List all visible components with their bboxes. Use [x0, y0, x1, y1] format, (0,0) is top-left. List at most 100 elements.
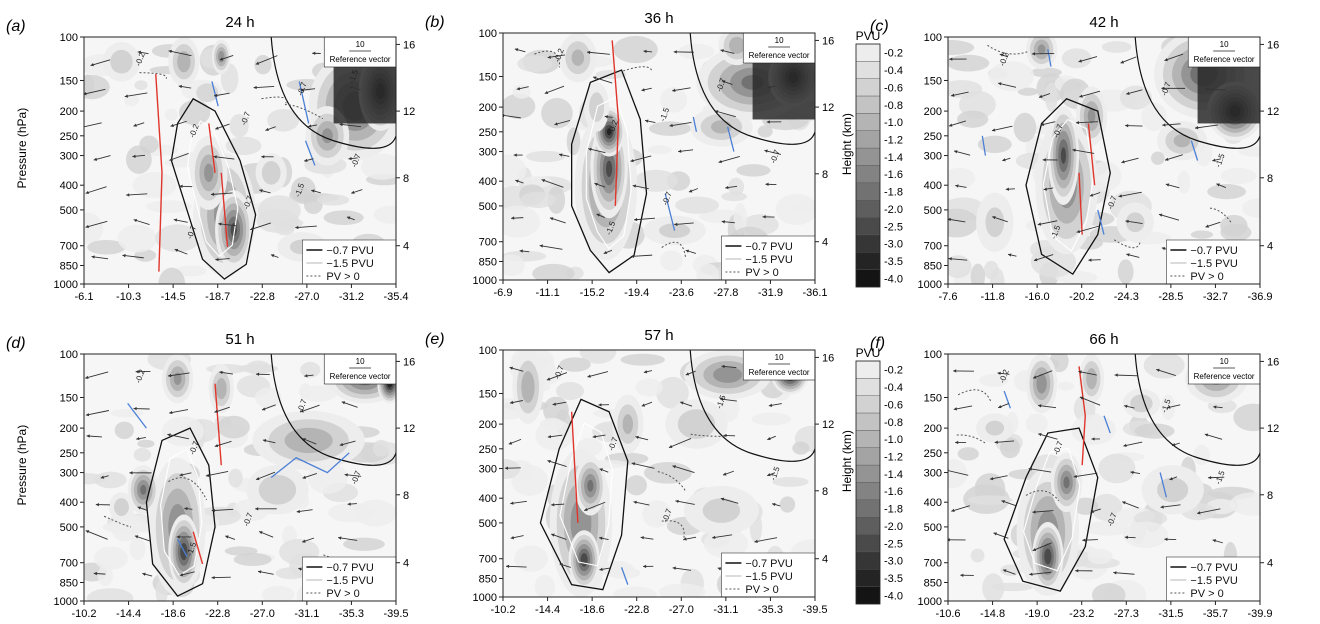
- wind-vector: [1079, 396, 1101, 406]
- panel-label: (e): [425, 331, 445, 348]
- pv-shading-speckle: [620, 353, 665, 366]
- heating-contour: [611, 40, 620, 206]
- pv-shading-speckle: [1123, 521, 1169, 548]
- colorbar-swatch: [855, 569, 881, 587]
- y2-tick-label: 12: [822, 419, 834, 431]
- wind-vector: [506, 565, 527, 568]
- wind-vector: [211, 192, 233, 195]
- wind-vector-head: [603, 250, 608, 254]
- colorbar-label: -3.5: [884, 256, 903, 268]
- pv-shading-speckle: [84, 473, 106, 485]
- x-tick-label: -6.1: [75, 291, 94, 303]
- y2-tick-label: 16: [1267, 356, 1279, 368]
- wind-vector-head: [1008, 253, 1012, 257]
- wind-vector: [1038, 433, 1058, 440]
- wind-vector-head: [513, 153, 517, 157]
- cooling-contour: [270, 452, 350, 479]
- wind-vector: [85, 530, 108, 540]
- cooling-contour: [127, 403, 147, 429]
- contour-0.7-pvu: [1003, 427, 1099, 592]
- wind-vector: [1078, 56, 1098, 63]
- wind-vector: [631, 462, 655, 469]
- wind-vector-head: [304, 158, 308, 162]
- pv-shading-speckle: [1233, 403, 1260, 432]
- heating-contour: [570, 411, 579, 523]
- cooling-contour: [1190, 140, 1199, 161]
- wind-vector-head: [214, 443, 219, 448]
- wind-vector: [714, 110, 736, 118]
- pv-shading-speckle: [217, 415, 250, 439]
- wind-vector-head: [184, 507, 188, 511]
- y-tick-label: 400: [479, 176, 497, 188]
- panel-label: (a): [6, 18, 26, 35]
- wind-vector-head: [296, 509, 300, 514]
- wind-vector-head: [211, 192, 215, 196]
- cooling-contour: [211, 81, 219, 107]
- wind-vector-head: [592, 434, 596, 439]
- wind-vector-head: [772, 502, 776, 507]
- y2-tick-label: 12: [1267, 423, 1279, 435]
- y-tick-label: 500: [60, 522, 78, 534]
- wind-vector: [991, 125, 1013, 132]
- pv-shading-speckle: [1091, 583, 1126, 601]
- y2-tick-label: 4: [403, 241, 409, 253]
- x-tick-label: -27.0: [294, 291, 319, 303]
- colorbar-label: -1.6: [884, 169, 903, 181]
- pv-shading-speckle: [566, 127, 581, 156]
- pv-shading-speckle: [237, 363, 278, 374]
- wind-vector-head: [675, 499, 679, 504]
- wind-vector-head: [633, 500, 637, 505]
- wind-vector-head: [994, 440, 998, 444]
- pv-shading: [571, 49, 585, 66]
- wind-vector-head: [85, 224, 89, 229]
- wind-vector: [84, 88, 106, 95]
- colorbar-label: -1.0: [884, 117, 903, 129]
- colorbar-label: -0.2: [884, 365, 903, 377]
- wind-vector-head: [137, 50, 142, 54]
- wind-vector: [539, 245, 563, 250]
- wind-vector-head: [584, 507, 588, 511]
- pv-shading-speckle: [93, 546, 129, 570]
- wind-vector-head: [1212, 539, 1217, 543]
- wind-vector-head: [559, 153, 563, 157]
- wind-vector-head: [255, 61, 260, 65]
- pv-shading-speckle: [124, 94, 140, 107]
- wind-vector-head: [1164, 57, 1168, 62]
- x-tick-label: -27.8: [713, 287, 738, 299]
- y-tick-label: 100: [60, 32, 78, 44]
- wind-vector-head: [506, 564, 510, 569]
- panel-title: 57 h: [644, 327, 673, 344]
- wind-vector: [754, 537, 778, 543]
- wind-vector-head: [672, 88, 676, 92]
- wind-vector-head: [205, 473, 210, 477]
- pv-shading: [985, 207, 1005, 238]
- x-tick-label: -10.3: [116, 291, 141, 303]
- y-tick-label: 700: [60, 241, 78, 253]
- pv-shading-speckle: [174, 265, 207, 277]
- colorbar-label: -1.2: [884, 451, 903, 463]
- pv-shading-speckle: [503, 205, 540, 238]
- pv-shading-speckle: [967, 495, 1013, 505]
- y-tick-label: 150: [60, 75, 78, 87]
- wind-vector-head: [720, 497, 725, 501]
- y-tick-label: 300: [924, 151, 942, 163]
- wind-vector: [587, 51, 610, 55]
- y-tick-label: 150: [60, 392, 78, 404]
- pv-shading-speckle: [977, 135, 1012, 154]
- wind-vector-head: [1130, 470, 1134, 475]
- wind-vector-head: [1037, 222, 1042, 226]
- wind-vector-head: [1040, 122, 1045, 126]
- pv-shading-speckle: [659, 250, 683, 271]
- wind-vector-head: [302, 438, 306, 442]
- wind-vector-head: [1038, 432, 1042, 437]
- x-tick-label: -31.1: [294, 608, 319, 620]
- colorbar-swatch: [855, 517, 881, 535]
- wind-vector: [211, 576, 231, 579]
- wind-vector: [630, 155, 652, 162]
- wind-vector-head: [173, 218, 178, 222]
- legend-label: PV > 0: [1190, 588, 1223, 600]
- wind-vector-head: [1002, 158, 1006, 162]
- pv-shading-speckle: [520, 191, 556, 209]
- wind-vector-head: [179, 573, 184, 577]
- wind-vector-head: [948, 217, 951, 222]
